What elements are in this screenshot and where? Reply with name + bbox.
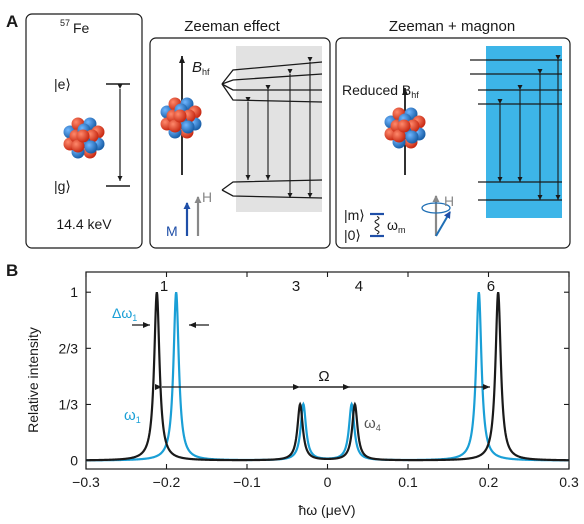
peak-label: 3 [292, 278, 300, 295]
x-tick-label: 0 [324, 474, 332, 490]
magnon-state-label: |m⟩ [344, 207, 365, 223]
y-tick-label: 2/3 [59, 340, 79, 356]
series-line-black [86, 291, 569, 462]
vacuum-state-label: |0⟩ [344, 227, 361, 243]
omega1-label: ω1 [124, 407, 141, 425]
y-tick-label: 1 [70, 284, 78, 300]
panel-a-letter: A [6, 12, 18, 31]
magnon-shaded-region [486, 46, 562, 218]
x-tick-label: 0.1 [398, 474, 418, 490]
nucleus-icon [384, 107, 426, 149]
x-tick-label: 0.3 [559, 474, 579, 490]
peak-label: 4 [355, 278, 363, 295]
zeeman-box: Zeeman effect Bhf M H [149, 18, 331, 249]
peak-label: 6 [487, 278, 495, 295]
tick-layer: −0.3 −0.2 −0.1 0 0.1 0.2 0.3 0 1/3 2/3 1 [59, 272, 579, 490]
fe57-box: 57 Fe |e⟩ |g⟩ 14.4 keV [25, 13, 143, 249]
bhf-label: Bhf [192, 59, 210, 77]
x-tick-label: −0.3 [72, 474, 100, 490]
magnon-wiggle-icon [374, 216, 380, 235]
linewidth-annotation: Δω1 [112, 305, 209, 328]
x-tick-label: 0.2 [479, 474, 499, 490]
precession-icon: H [421, 193, 454, 237]
y-axis-label: Relative intensity [25, 327, 41, 433]
magnon-transitions [497, 55, 561, 200]
y-tick-label: 0 [70, 453, 78, 469]
nucleus-icon [160, 97, 202, 139]
x-axis-label: ħω (μeV) [298, 502, 355, 518]
transition-energy: 14.4 keV [56, 216, 112, 232]
zeeman-title: Zeeman effect [184, 18, 280, 35]
isotope-symbol: Fe [73, 20, 90, 36]
h-label: H [202, 189, 212, 205]
m-label: M [166, 223, 178, 239]
isotope-mass: 57 [60, 18, 70, 28]
zeeman-shaded-region [236, 46, 322, 212]
y-tick-label: 1/3 [59, 396, 79, 412]
peak-label: 1 [160, 278, 168, 295]
nucleus-icon [63, 117, 105, 159]
panel-b-letter: B [6, 261, 18, 280]
delta-omega-label: Δω1 [112, 305, 137, 323]
omega4-label: ω4 [364, 415, 381, 433]
reduced-bhf-label: Reduced Bhf [342, 82, 419, 100]
zeeman-transitions [245, 57, 313, 198]
ground-state-label: |g⟩ [54, 178, 71, 194]
precession-h-label: H [444, 193, 454, 209]
omega-span-annotation: Ω [155, 368, 490, 390]
omega-label: Ω [318, 368, 329, 385]
excited-state-label: |e⟩ [54, 76, 71, 92]
series-layer [86, 291, 569, 462]
peak-label-layer: 1 3 4 6 [160, 278, 495, 295]
x-tick-label: −0.2 [153, 474, 181, 490]
magnon-title: Zeeman + magnon [389, 18, 515, 35]
magnon-box: Zeeman + magnon Reduced Bhf |m⟩ |0⟩ ωm [335, 18, 571, 249]
omega-m-label: ωm [387, 217, 405, 235]
x-tick-label: −0.1 [233, 474, 261, 490]
spectrum-plot: −0.3 −0.2 −0.1 0 0.1 0.2 0.3 0 1/3 2/3 1 1 3 4 6 ħω (… [25, 271, 579, 518]
